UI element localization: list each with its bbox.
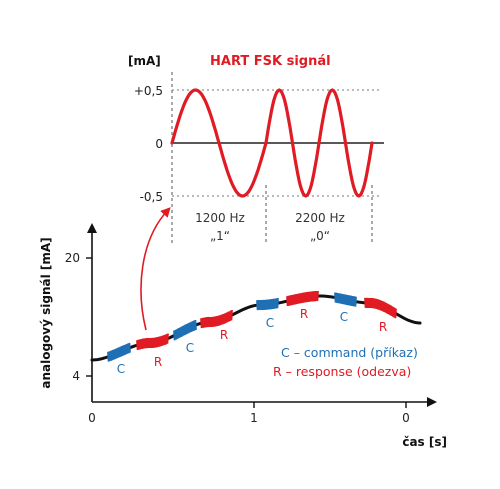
fsk-inset: [mA] HART FSK signál +0,5 0 -0,5 1200 Hz… bbox=[128, 54, 384, 245]
fsk-tick-minus: -0,5 bbox=[140, 190, 163, 204]
segment-1200-bit: „1“ bbox=[210, 229, 230, 243]
burst-label-c-4: C bbox=[340, 310, 348, 324]
command-burst-2 bbox=[173, 320, 197, 341]
legend-command: C – command (příkaz) bbox=[281, 345, 418, 360]
analog-chart: 20 4 0 1 0 analogový signál [mA] čas [s]… bbox=[39, 223, 447, 449]
response-burst-4 bbox=[364, 297, 397, 319]
burst-label-r-3: R bbox=[300, 307, 308, 321]
zoom-arrow bbox=[140, 207, 171, 331]
fsk-title: HART FSK signál bbox=[210, 54, 331, 69]
burst-label-c-3: C bbox=[266, 316, 274, 330]
segment-1200-freq: 1200 Hz bbox=[195, 211, 245, 225]
response-burst-3 bbox=[286, 290, 319, 307]
x-tick-label-1: 1 bbox=[250, 411, 258, 425]
response-burst-1 bbox=[136, 333, 169, 351]
command-burst-3 bbox=[256, 298, 279, 311]
y-tick-label-20: 20 bbox=[65, 251, 80, 265]
y-tick-label-4: 4 bbox=[72, 369, 80, 383]
response-burst-2 bbox=[200, 309, 233, 329]
legend-response: R – response (odezva) bbox=[273, 364, 411, 379]
y-axis-label: analogový signál [mA] bbox=[39, 237, 53, 388]
fsk-tick-plus: +0,5 bbox=[134, 84, 163, 98]
fsk-tick-zero: 0 bbox=[155, 137, 163, 151]
burst-label-c-2: C bbox=[186, 341, 194, 355]
burst-label-r-4: R bbox=[379, 320, 387, 334]
burst-label-r-1: R bbox=[154, 355, 162, 369]
burst-label-c-1: C bbox=[117, 362, 125, 376]
fsk-waveform bbox=[170, 88, 374, 198]
x-tick-label-0: 0 bbox=[88, 411, 96, 425]
x-tick-label-2: 0 bbox=[402, 411, 410, 425]
segment-2200-freq: 2200 Hz bbox=[295, 211, 345, 225]
hart-bursts bbox=[107, 290, 397, 362]
segment-2200-bit: „0“ bbox=[310, 229, 330, 243]
fsk-unit-label: [mA] bbox=[128, 54, 161, 68]
command-burst-4 bbox=[334, 292, 357, 307]
command-burst-1 bbox=[107, 342, 131, 362]
x-axis-label: čas [s] bbox=[402, 435, 447, 449]
burst-label-r-2: R bbox=[220, 328, 228, 342]
